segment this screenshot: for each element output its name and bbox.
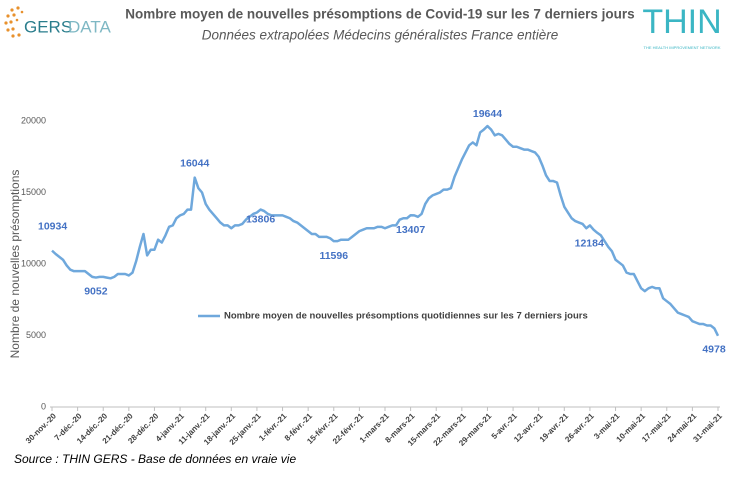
data-label: 19644: [473, 108, 502, 120]
data-label: 13407: [396, 224, 425, 236]
data-label: 11596: [319, 250, 348, 262]
source: Source : THIN GERS - Base de données en …: [14, 452, 296, 466]
data-label: 16044: [180, 157, 209, 169]
y-tick-label: 0: [41, 401, 46, 411]
y-axis-label: Nombre de nouvelles présomptions: [8, 170, 22, 359]
chart-subtitle: Données extrapolées Médecins généraliste…: [202, 28, 558, 43]
y-tick-label: 20000: [21, 115, 46, 125]
logo-tagline: THE HEALTH IMPROVEMENT NETWORK: [644, 45, 721, 50]
x-tick-label: 30-nov.-20: [24, 411, 58, 445]
data-label: 13806: [246, 213, 275, 225]
data-label: 10934: [38, 220, 67, 232]
data-label: 9052: [84, 285, 108, 297]
logo-data: DATA: [68, 17, 111, 36]
y-tick-label: 5000: [26, 330, 46, 340]
series-line: [51, 124, 720, 337]
legend-label: Nombre moyen de nouvelles présomptions q…: [224, 311, 588, 322]
chart-title: Nombre moyen de nouvelles présomptions d…: [125, 7, 634, 22]
data-label: 12184: [575, 238, 604, 250]
gers-logo: GERS DATA: [4, 6, 111, 38]
logo-thin: THIN: [642, 3, 721, 41]
y-tick-label: 15000: [21, 187, 46, 197]
data-label: 4978: [702, 344, 726, 356]
y-tick-label: 10000: [21, 258, 46, 268]
logo-gers: GERS: [24, 17, 72, 36]
